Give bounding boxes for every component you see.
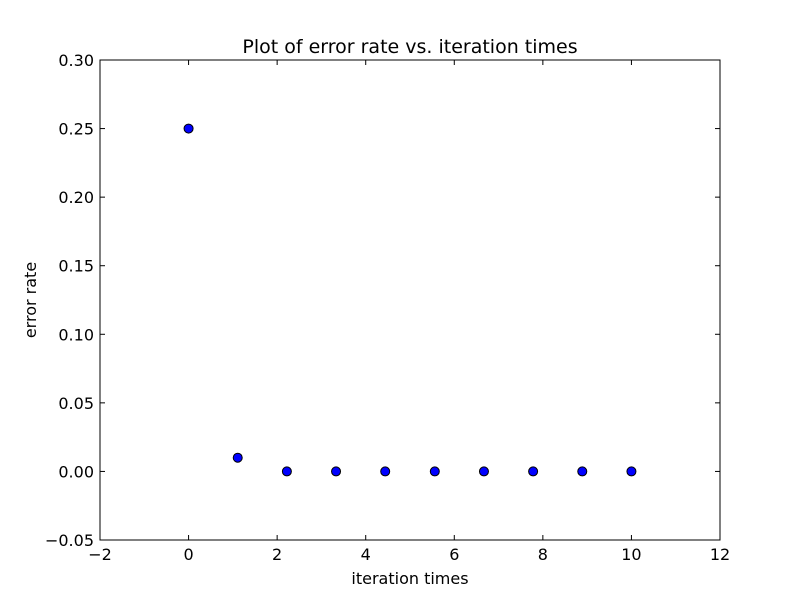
data-point <box>478 466 489 477</box>
y-tick-label: 0.30 <box>58 51 94 70</box>
x-tick-label: 8 <box>538 545 548 564</box>
x-tick-label: 10 <box>621 545 641 564</box>
y-tick-label: 0.00 <box>58 462 94 481</box>
data-point <box>183 123 194 134</box>
data-point <box>626 466 637 477</box>
x-tick-label: 0 <box>183 545 193 564</box>
y-axis-label: error rate <box>21 262 40 338</box>
x-tick-label: 6 <box>449 545 459 564</box>
axes-frame <box>99 59 721 541</box>
data-point <box>577 466 588 477</box>
data-point <box>232 452 243 463</box>
x-tick-label: 12 <box>710 545 730 564</box>
y-tick-label: 0.10 <box>58 325 94 344</box>
chart-title: Plot of error rate vs. iteration times <box>242 36 577 58</box>
data-point <box>528 466 539 477</box>
x-tick-label: 4 <box>361 545 371 564</box>
plot-area: −2 0 2 4 6 8 10 12 −0.05 0.00 0.05 0.10 0.15 0.20 0.25… <box>45 51 730 564</box>
y-tick-label: 0.25 <box>58 120 94 139</box>
x-tick-label: −2 <box>88 545 112 564</box>
y-tick-label: 0.15 <box>58 257 94 276</box>
data-point <box>281 466 292 477</box>
data-point <box>380 466 391 477</box>
y-tick-label: 0.20 <box>58 188 94 207</box>
y-tick-label: −0.05 <box>45 531 94 550</box>
data-point <box>429 466 440 477</box>
data-point <box>331 466 342 477</box>
y-tick-label: 0.05 <box>58 394 94 413</box>
x-axis-label: iteration times <box>351 569 468 588</box>
x-tick-label: 2 <box>272 545 282 564</box>
